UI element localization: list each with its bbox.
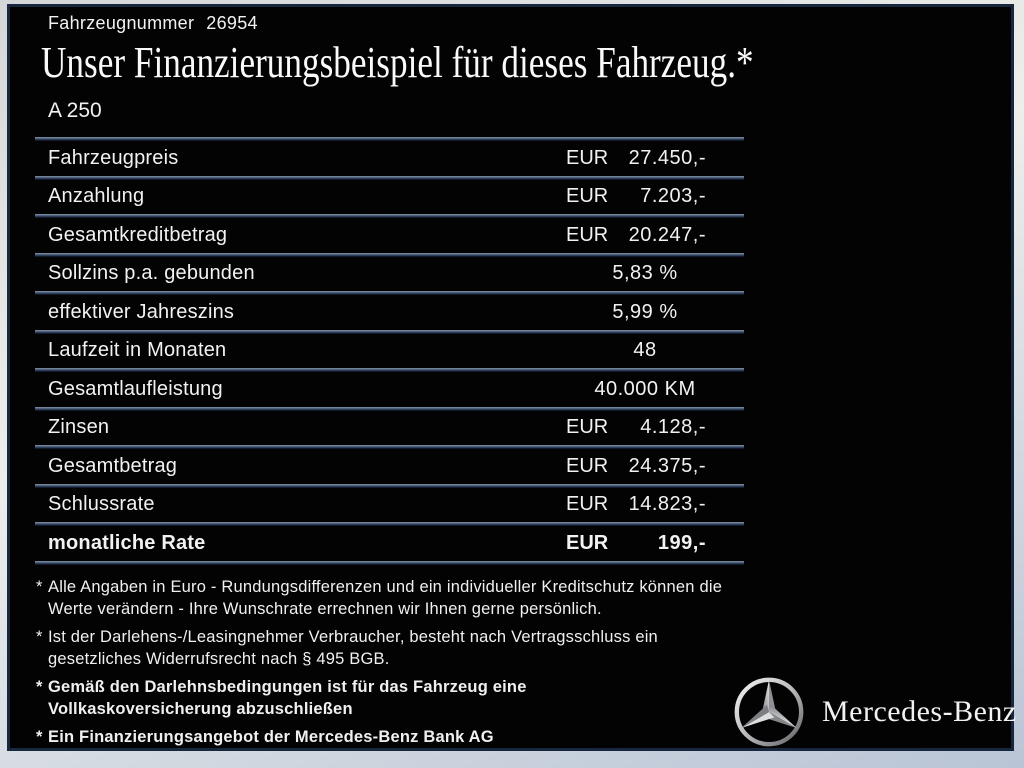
footnotes: * Alle Angaben in Euro - Rundungsdiffere… — [36, 577, 741, 756]
table-separator — [35, 483, 744, 488]
footnote: * Alle Angaben in Euro - Rundungsdiffere… — [36, 577, 741, 620]
currency-label: EUR — [566, 493, 609, 516]
footnote-text: Gemäß den Darlehnsbedingungen ist für da… — [48, 678, 527, 718]
row-label: Gesamtkreditbetrag — [48, 223, 228, 246]
table-separator — [35, 368, 744, 372]
row-label: Anzahlung — [48, 185, 145, 208]
currency-label: EUR — [566, 416, 609, 439]
table-row: effektiver Jahreszins 5,99 % — [35, 295, 744, 330]
footnote: * Ein Finanzierungsangebot der Mercedes-… — [36, 727, 741, 749]
vehicle-number-line: Fahrzeugnummer 26954 — [48, 13, 258, 34]
table-separator — [35, 445, 744, 449]
row-value: EUR 7.203,- — [560, 180, 744, 215]
table-separator — [35, 137, 744, 141]
asterisk-marker: * — [36, 678, 43, 696]
row-label: Zinsen — [48, 416, 110, 439]
amount-value: 48 — [633, 339, 657, 362]
table-separator — [35, 214, 744, 218]
vehicle-number-label: Fahrzeugnummer — [48, 13, 195, 33]
table-row-monthly-rate: monatliche Rate EUR 199,- — [35, 526, 744, 561]
amount-value: 199,- — [657, 531, 706, 554]
amount-value: 4.128,- — [640, 416, 706, 439]
asterisk-marker: * — [36, 728, 43, 746]
table-row: Gesamtkreditbetrag EUR 20.247,- — [35, 218, 744, 253]
asterisk-marker: * — [36, 578, 43, 596]
table-row: Schlussrate EUR 14.823,- — [35, 488, 744, 523]
table-separator — [35, 406, 744, 411]
table-separator — [35, 560, 744, 565]
row-label: Laufzeit in Monaten — [48, 339, 227, 362]
table-row: Gesamtbetrag EUR 24.375,- — [35, 449, 744, 484]
table-row: Gesamtlaufleistung 40.000 KM — [35, 372, 744, 407]
footnote: * Gemäß den Darlehnsbedingungen ist für … — [36, 677, 741, 720]
row-value: EUR 20.247,- — [560, 218, 744, 253]
brand-block: Mercedes-Benz — [730, 672, 1016, 752]
table-row: Anzahlung EUR 7.203,- — [35, 180, 744, 215]
row-value: EUR 199,- — [560, 526, 744, 561]
financing-table: Fahrzeugpreis EUR 27.450,- Anzahlung EUR 7… — [35, 137, 744, 565]
table-row: Zinsen EUR 4.128,- — [35, 411, 744, 446]
currency-label: EUR — [566, 185, 609, 208]
amount-value: 27.450,- — [628, 146, 706, 169]
table-row: Sollzins p.a. gebunden 5,83 % — [35, 257, 744, 292]
amount-value: 40.000 KM — [594, 377, 696, 400]
footnote-text: Ein Finanzierungsangebot der Mercedes-Be… — [48, 728, 494, 746]
table-separator — [35, 175, 744, 180]
vehicle-model: A 250 — [48, 99, 102, 122]
row-label: monatliche Rate — [48, 531, 206, 554]
footnote-text: Ist der Darlehens-/Leasingnehmer Verbrau… — [48, 628, 658, 668]
table-row: Fahrzeugpreis EUR 27.450,- — [35, 141, 744, 176]
amount-value: 5,99 % — [612, 300, 678, 323]
row-value: EUR 27.450,- — [560, 141, 744, 176]
financing-sheet: Fahrzeugnummer 26954 Unser Finanzierungsb… — [7, 4, 1016, 752]
row-label: Fahrzeugpreis — [48, 146, 179, 169]
amount-value: 7.203,- — [640, 185, 706, 208]
table-row: Laufzeit in Monaten 48 — [35, 334, 744, 369]
page-title: Unser Finanzierungsbeispiel für dieses F… — [41, 38, 754, 87]
table-separator — [35, 329, 744, 334]
row-value: 40.000 KM — [560, 372, 744, 407]
row-value: EUR 14.823,- — [560, 488, 744, 523]
row-label: Sollzins p.a. gebunden — [48, 262, 255, 285]
footnote: * Ist der Darlehens-/Leasingnehmer Verbr… — [36, 627, 741, 670]
row-label: Schlussrate — [48, 493, 155, 516]
table-separator — [35, 291, 744, 295]
row-label: Gesamtlaufleistung — [48, 377, 223, 400]
vehicle-number-value: 26954 — [206, 13, 258, 33]
row-value: 48 — [560, 334, 744, 369]
amount-value: 14.823,- — [628, 493, 706, 516]
row-value: EUR 4.128,- — [560, 411, 744, 446]
brand-name: Mercedes-Benz — [822, 695, 1017, 728]
currency-label: EUR — [566, 454, 609, 477]
asterisk-marker: * — [36, 628, 43, 646]
row-label: Gesamtbetrag — [48, 454, 178, 477]
currency-label: EUR — [566, 531, 609, 554]
table-separator — [35, 522, 744, 526]
row-value: 5,99 % — [560, 295, 744, 330]
row-label: effektiver Jahreszins — [48, 300, 235, 323]
currency-label: EUR — [566, 223, 609, 246]
currency-label: EUR — [566, 146, 609, 169]
amount-value: 20.247,- — [628, 223, 706, 246]
amount-value: 5,83 % — [612, 262, 678, 285]
row-value: 5,83 % — [560, 257, 744, 292]
amount-value: 24.375,- — [628, 454, 706, 477]
footnote-text: Alle Angaben in Euro - Rundungsdifferenz… — [48, 578, 723, 618]
row-value: EUR 24.375,- — [560, 449, 744, 484]
table-separator — [35, 252, 744, 257]
mercedes-star-icon — [734, 677, 804, 747]
